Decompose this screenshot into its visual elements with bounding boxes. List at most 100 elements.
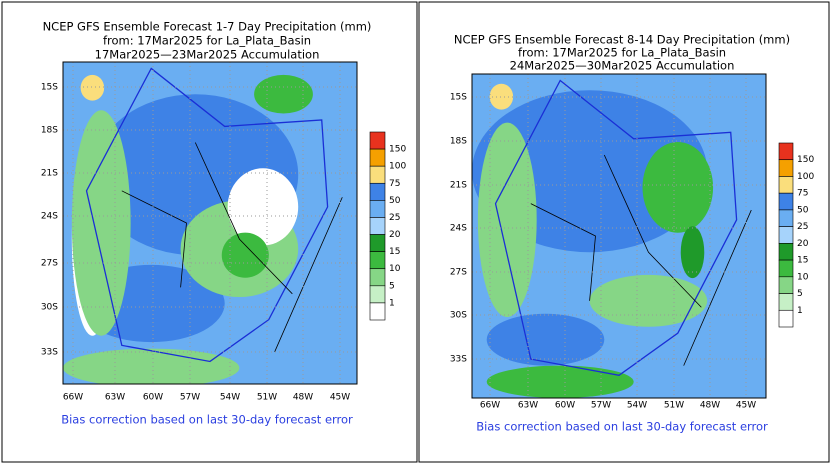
title-line: NCEP GFS Ensemble Forecast 1-7 Day Preci… <box>43 20 372 34</box>
title-line: NCEP GFS Ensemble Forecast 8-14 Day Prec… <box>454 33 790 47</box>
precip-area <box>489 83 514 110</box>
footnote: Bias correction based on last 30-day for… <box>476 420 768 434</box>
precip-area <box>486 313 605 366</box>
colorbar-label: 150 <box>389 145 406 155</box>
lat-label: 27S <box>41 259 58 269</box>
colorbar-label: 10 <box>389 264 401 274</box>
colorbar-label: 10 <box>797 272 809 282</box>
colorbar-swatch <box>369 165 386 184</box>
colorbar-label: 5 <box>389 281 395 291</box>
lon-label: 48W <box>293 393 313 403</box>
lon-label: 63W <box>105 393 125 403</box>
title-line: from: 17Mar2025 for La_Plata_Basin <box>518 46 726 60</box>
colorbar-swatch <box>778 142 794 161</box>
colorbar-label: 75 <box>389 179 400 189</box>
colorbar-label: 100 <box>797 172 814 182</box>
colorbar-swatch <box>369 182 386 201</box>
precip-area <box>71 110 131 336</box>
lon-label: 54W <box>220 393 240 403</box>
colorbar-label: 1 <box>797 306 803 316</box>
colorbar-swatch <box>778 176 794 194</box>
precip-area <box>486 365 634 398</box>
map-frame <box>62 61 358 385</box>
basin-outline <box>494 79 738 377</box>
colorbar-swatch <box>369 131 386 150</box>
colorbar-label: 75 <box>797 189 808 199</box>
lat-label: 33S <box>41 348 58 358</box>
lon-label: 60W <box>143 393 163 403</box>
lat-label: 27S <box>450 268 467 278</box>
colorbar-swatch <box>369 268 386 287</box>
precip-area <box>221 232 269 278</box>
title-line: 24Mar2025—30Mar2025 Accumulation <box>510 59 735 73</box>
colorbar-label: 150 <box>797 155 814 165</box>
lat-label: 30S <box>41 303 58 313</box>
colorbar-label: 20 <box>389 230 401 240</box>
colorbar-label: 100 <box>389 162 406 172</box>
lon-label: 51W <box>257 393 277 403</box>
precip-area <box>227 168 299 246</box>
country-border <box>121 142 343 352</box>
lat-label: 18S <box>41 126 58 136</box>
colorbar-label: 50 <box>797 205 809 215</box>
colorbar-swatch <box>778 192 794 211</box>
lon-label: 66W <box>63 393 83 403</box>
colorbar-swatch <box>369 302 386 321</box>
title-line: 17Mar2025—23Mar2025 Accumulation <box>95 48 320 62</box>
colorbar-swatch <box>778 259 794 278</box>
colorbar-swatch <box>778 226 794 244</box>
lat-label: 24S <box>450 224 467 234</box>
colorbar-swatch <box>778 276 794 294</box>
precip-area <box>589 274 708 327</box>
lat-label: 30S <box>450 311 467 321</box>
colorbar-swatch <box>369 285 386 304</box>
precip-map <box>472 74 766 398</box>
lon-label: 48W <box>700 401 720 411</box>
colorbar-swatch <box>369 251 386 270</box>
colorbar-swatch <box>369 148 386 167</box>
title-line: from: 17Mar2025 for La_Plata_Basin <box>103 34 311 48</box>
lat-label: 18S <box>450 137 467 147</box>
precip-area <box>63 348 240 384</box>
colorbar-swatch <box>369 217 386 235</box>
colorbar-label: 25 <box>797 222 808 232</box>
panel-border <box>418 1 830 463</box>
precip-area <box>254 74 313 114</box>
precip-area <box>680 226 705 279</box>
lon-label: 63W <box>518 401 538 411</box>
lat-label: 15S <box>41 83 58 93</box>
colorbar-label: 50 <box>389 196 401 206</box>
precip-area <box>477 122 537 317</box>
colorbar-swatch <box>778 243 794 261</box>
precip-area <box>80 74 105 101</box>
colorbar-swatch <box>369 200 386 218</box>
country-border <box>530 154 752 366</box>
colorbar-swatch <box>369 234 386 252</box>
colorbar-label: 25 <box>389 213 400 223</box>
precip-map <box>63 62 357 384</box>
lon-label: 57W <box>591 401 611 411</box>
precip-area <box>642 142 714 233</box>
map-frame <box>471 73 767 399</box>
colorbar-label: 15 <box>389 247 400 257</box>
footnote: Bias correction based on last 30-day for… <box>61 413 353 427</box>
lon-label: 54W <box>627 401 647 411</box>
lon-label: 66W <box>480 401 500 411</box>
colorbar-label: 15 <box>797 256 808 266</box>
colorbar-swatch <box>778 293 794 311</box>
lat-label: 21S <box>41 169 58 179</box>
colorbar-label: 20 <box>797 239 809 249</box>
colorbar-label: 5 <box>797 289 803 299</box>
colorbar-swatch <box>778 209 794 227</box>
colorbar-swatch <box>778 159 794 177</box>
lat-label: 33S <box>450 355 467 365</box>
panel-border <box>1 1 418 463</box>
lat-label: 15S <box>450 93 467 103</box>
lat-label: 21S <box>450 181 467 191</box>
lon-label: 45W <box>330 393 350 403</box>
lat-label: 24S <box>41 212 58 222</box>
lon-label: 51W <box>664 401 684 411</box>
lon-label: 60W <box>555 401 575 411</box>
lon-label: 57W <box>180 393 200 403</box>
